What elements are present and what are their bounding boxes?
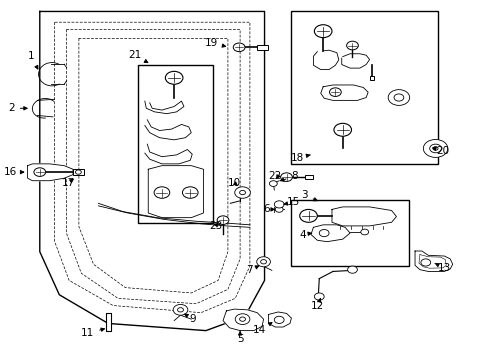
Text: 10: 10 [228,178,241,188]
Circle shape [334,123,351,136]
Circle shape [281,173,293,181]
Circle shape [270,181,277,186]
Text: 1: 1 [27,51,38,69]
Circle shape [315,293,324,300]
Circle shape [154,187,170,198]
Circle shape [346,41,358,50]
Text: 7: 7 [246,265,259,275]
Text: 4: 4 [299,230,312,239]
Circle shape [235,187,250,198]
Bar [138,65,213,223]
Text: 17: 17 [62,178,75,188]
Polygon shape [321,85,368,100]
Text: 12: 12 [311,298,324,311]
Circle shape [433,147,438,150]
Circle shape [274,316,284,323]
Bar [305,175,314,179]
Circle shape [217,216,229,225]
Circle shape [421,259,431,266]
Circle shape [240,190,245,195]
Text: 16: 16 [4,167,24,177]
Text: 21: 21 [128,50,148,63]
Bar [106,313,111,330]
Bar [292,12,438,164]
Circle shape [319,229,329,237]
Polygon shape [223,309,264,330]
Bar [73,169,84,175]
Text: 15: 15 [284,197,300,207]
Circle shape [423,139,448,157]
Text: 13: 13 [435,263,451,273]
Circle shape [261,260,267,264]
Circle shape [275,207,283,212]
Circle shape [330,88,341,96]
Circle shape [315,25,332,38]
Text: 9: 9 [185,314,196,324]
Circle shape [240,317,245,321]
Text: 2: 2 [8,103,27,113]
Text: 3: 3 [301,190,317,201]
Polygon shape [332,207,396,226]
Polygon shape [415,251,453,271]
Bar [292,200,409,266]
Circle shape [300,210,318,222]
Circle shape [177,308,183,312]
Bar [257,45,268,50]
Circle shape [235,314,250,324]
Circle shape [347,266,357,273]
Circle shape [182,187,198,198]
Polygon shape [27,164,73,181]
Circle shape [173,305,188,315]
Text: 14: 14 [253,323,272,335]
Circle shape [75,170,81,174]
Text: 22: 22 [269,171,282,181]
Circle shape [361,229,368,235]
Circle shape [233,43,245,51]
Text: 11: 11 [81,328,104,338]
Circle shape [165,71,183,84]
Bar [369,76,374,80]
Text: 20: 20 [433,145,449,156]
Polygon shape [269,312,292,327]
Text: 6: 6 [263,204,274,215]
Polygon shape [148,166,203,218]
Text: 23: 23 [209,221,222,231]
Circle shape [34,168,46,176]
Text: 18: 18 [291,153,310,163]
Text: 5: 5 [237,331,244,343]
Circle shape [394,94,404,101]
Circle shape [430,144,441,153]
Circle shape [257,257,270,267]
Polygon shape [311,225,350,242]
Circle shape [274,201,284,208]
Circle shape [388,90,410,105]
Text: 19: 19 [205,38,225,48]
Text: 8: 8 [280,171,298,181]
